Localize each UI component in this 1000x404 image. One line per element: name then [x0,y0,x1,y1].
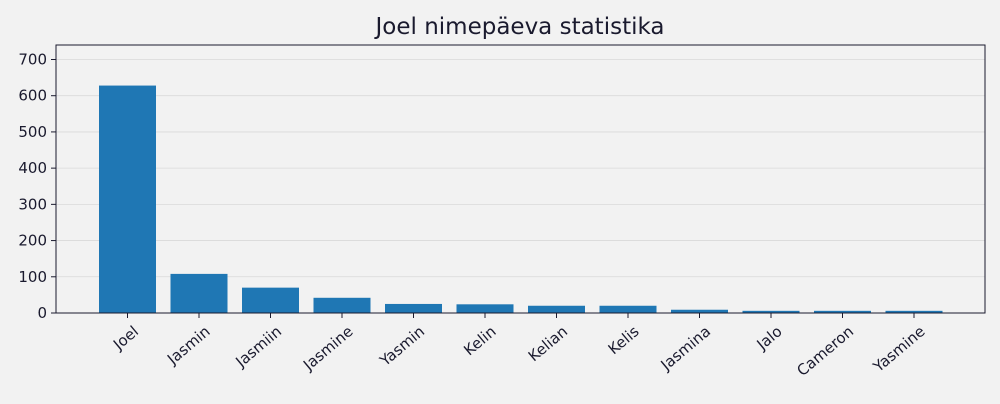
bar [456,304,514,313]
y-tick-label: 700 [18,50,47,68]
bar [814,310,871,313]
x-tick-label: Joel [109,322,142,354]
bar [99,85,156,313]
x-tick-label: Kelis [605,322,643,358]
bar [528,305,585,313]
x-tick-label: Yasmin [376,322,428,370]
bar [742,310,800,313]
y-tick-label: 0 [37,304,47,322]
plot-frame [55,44,986,314]
bar [599,305,657,313]
bar [671,309,728,313]
y-tick-label: 300 [18,195,47,213]
x-tick-label: Kelin [460,322,499,359]
x-tick-label: Kelian [525,322,571,365]
bar [170,273,228,313]
bar [313,297,371,313]
x-tick-label: Jasmina [657,322,714,374]
bar [385,303,442,313]
bar [242,287,299,313]
chart-title: Joel nimepäeva statistika [374,14,665,40]
x-tick-label: Yasmine [869,322,929,376]
x-tick-label: Jasmiin [231,322,285,371]
axes: 0 100 200 300 400 500 600 700 Joel Jasmin Jasmiin J… [18,44,986,380]
y-tick-label: 400 [18,159,47,177]
y-tick-label: 200 [18,232,47,250]
bars [99,85,943,313]
y-tick-label: 100 [18,268,47,286]
y-tick-label: 600 [18,87,47,105]
y-tick-label: 500 [18,123,47,141]
x-tick-label: Jalo [753,322,786,354]
bar [885,310,943,313]
x-tick-label: Jasmine [299,322,356,374]
x-tick-label: Jasmin [163,322,213,368]
x-tick-label: Cameron [793,322,857,380]
